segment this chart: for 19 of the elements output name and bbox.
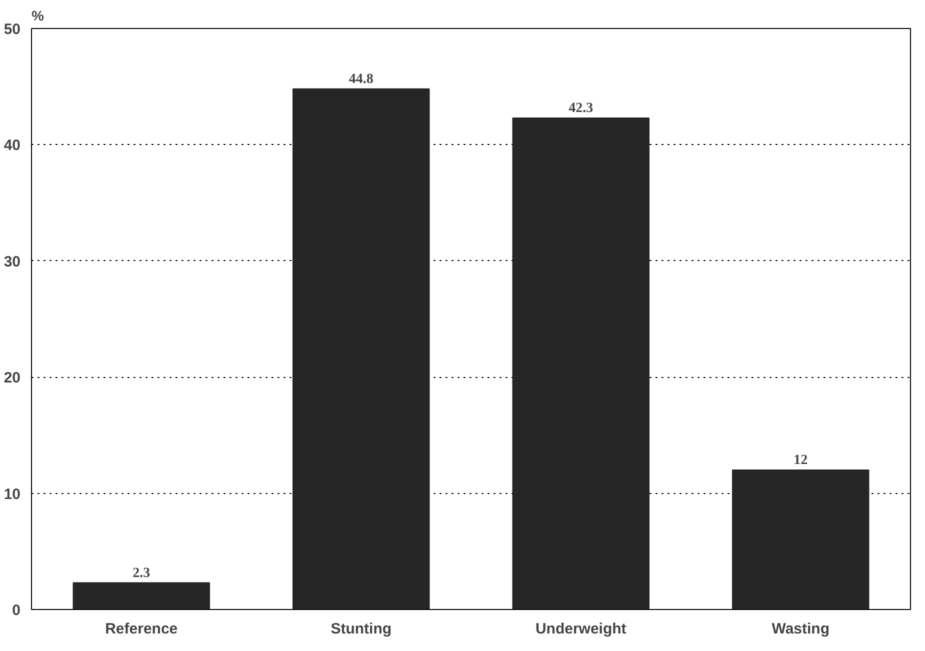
y-tick-label: 10 [4, 486, 21, 503]
x-tick-label: Underweight [535, 620, 626, 638]
y-tick-label: 30 [4, 253, 21, 270]
x-tick-label: Stunting [330, 620, 392, 638]
y-tick-label: 50 [4, 21, 21, 38]
bar [512, 117, 650, 610]
bar [72, 582, 210, 610]
y-tick-label: 0 [12, 602, 20, 619]
y-axis-title: % [32, 8, 44, 24]
data-label: 12 [794, 453, 808, 468]
y-tick-label: 20 [4, 370, 21, 387]
data-label: 2.3 [132, 566, 150, 581]
data-label: 42.3 [568, 100, 594, 116]
bar [292, 88, 430, 610]
bar [732, 470, 870, 610]
data-label: 44.8 [348, 72, 374, 87]
y-tick-label: 40 [4, 137, 21, 154]
x-tick-label: Wasting [772, 620, 830, 638]
x-tick-label: Reference [105, 620, 178, 638]
